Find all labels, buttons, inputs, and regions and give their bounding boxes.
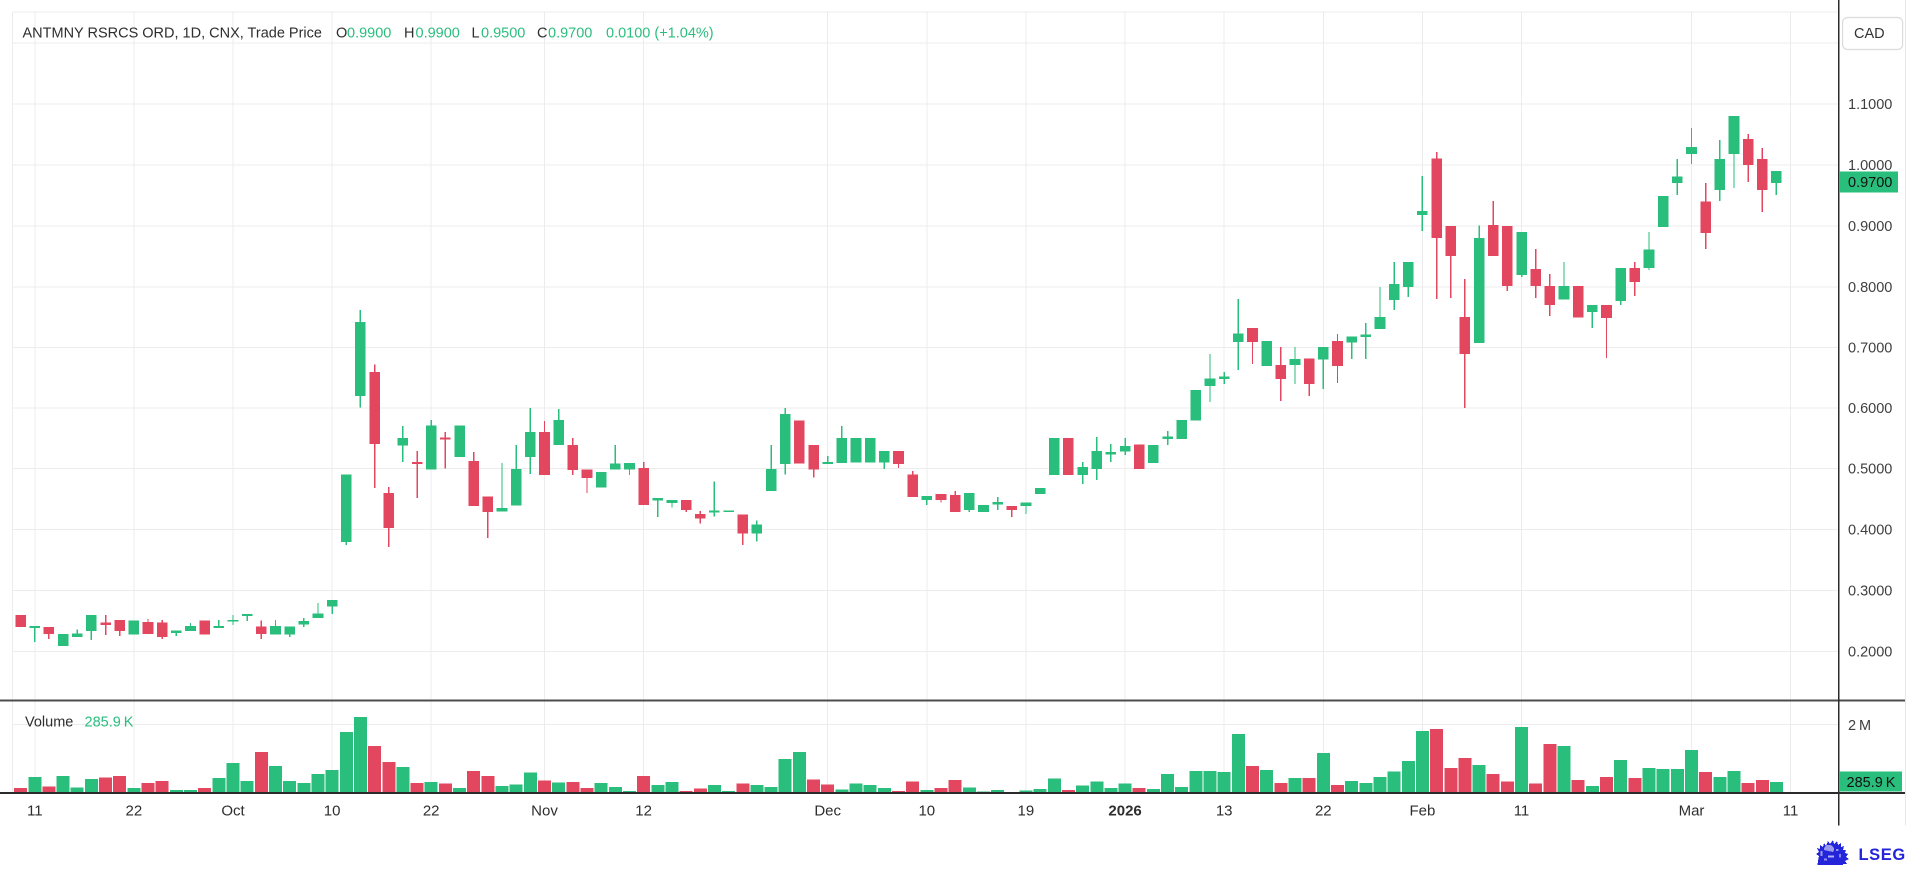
svg-text:2026: 2026 — [1108, 803, 1141, 820]
svg-text:0.9700: 0.9700 — [1848, 175, 1892, 191]
svg-text:Mar: Mar — [1679, 803, 1705, 820]
svg-text:13: 13 — [1216, 803, 1233, 820]
svg-text:2 M: 2 M — [1848, 718, 1871, 734]
svg-text:0.5000: 0.5000 — [1848, 462, 1892, 478]
svg-text:Dec: Dec — [814, 803, 841, 820]
svg-text:0.8000: 0.8000 — [1848, 280, 1892, 296]
svg-text:0.6000: 0.6000 — [1848, 401, 1892, 417]
svg-text:285.9 K: 285.9 K — [85, 715, 134, 731]
svg-text:11: 11 — [1783, 803, 1799, 820]
svg-text:19: 19 — [1018, 803, 1035, 820]
svg-text:Oct: Oct — [221, 803, 245, 820]
svg-text:Volume: Volume — [25, 715, 73, 731]
svg-text:22: 22 — [423, 803, 440, 820]
svg-text:0.3000: 0.3000 — [1848, 584, 1892, 600]
svg-text:CAD: CAD — [1854, 26, 1885, 42]
svg-text:Nov: Nov — [531, 803, 558, 820]
svg-text:Feb: Feb — [1409, 803, 1435, 820]
svg-text:11: 11 — [27, 803, 43, 820]
svg-text:10: 10 — [324, 803, 341, 820]
svg-text:22: 22 — [1315, 803, 1332, 820]
svg-text:LSEG: LSEG — [1859, 846, 1906, 864]
svg-text:ANTMNY RSRCS ORD, 1D, CNX, Tra: ANTMNY RSRCS ORD, 1D, CNX, Trade PriceO0… — [23, 26, 714, 42]
svg-text:10: 10 — [918, 803, 935, 820]
svg-text:0.4000: 0.4000 — [1848, 523, 1892, 539]
svg-text:285.9 K: 285.9 K — [1847, 775, 1896, 791]
svg-text:0.7000: 0.7000 — [1848, 341, 1892, 357]
svg-text:1.1000: 1.1000 — [1848, 97, 1892, 113]
svg-text:22: 22 — [126, 803, 143, 820]
svg-text:12: 12 — [635, 803, 652, 820]
svg-text:11: 11 — [1514, 803, 1530, 820]
svg-text:0.9000: 0.9000 — [1848, 219, 1892, 235]
svg-text:0.2000: 0.2000 — [1848, 645, 1892, 661]
